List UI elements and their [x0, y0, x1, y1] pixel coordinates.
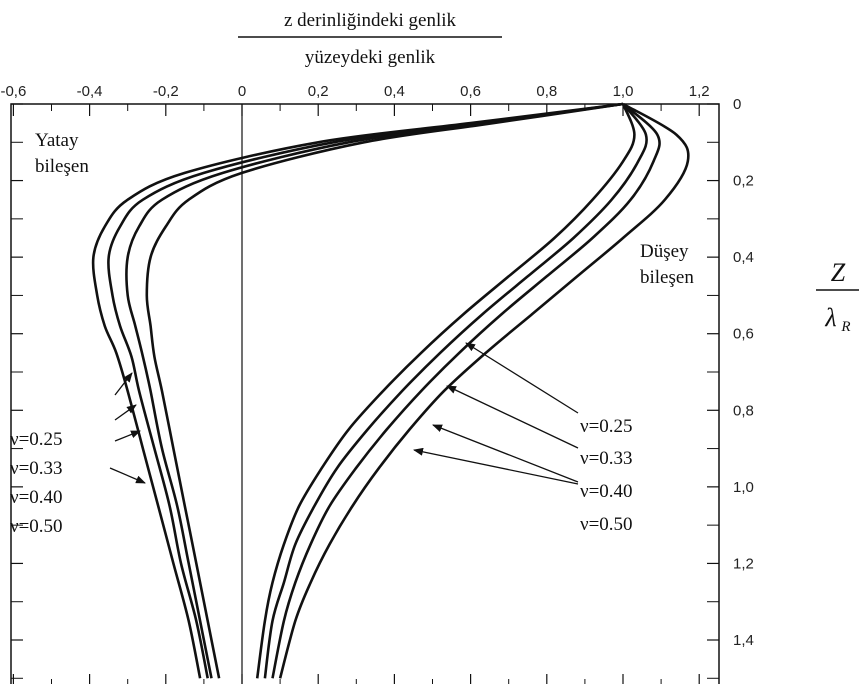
x-tick-label: 0,4 — [384, 83, 405, 100]
arrow-right-1 — [465, 342, 579, 414]
arrow-right-4 — [413, 447, 579, 485]
curves — [91, 102, 690, 679]
horizontal-component-label: Yatay — [35, 130, 79, 151]
x-tick-label: 0,2 — [308, 83, 329, 100]
arrow-right-3 — [432, 424, 579, 483]
arrow-right-2 — [446, 385, 579, 449]
y-tick-label: 0 — [733, 96, 741, 113]
y-tick-label: 0,4 — [733, 249, 754, 266]
plot-frame — [10, 103, 720, 687]
x-tick-label: -0,2 — [153, 83, 179, 100]
y-ticks: 0 0,2 0,4 0,6 0,8 1,0 1,2 1,4 — [11, 96, 754, 679]
title-numerator: z derinliğindeki genlik — [284, 10, 457, 31]
x-ticks: -0,6 -0,4 -0,2 0 0,2 0,4 0,6 0,8 1,0 1,2 — [0, 83, 710, 686]
y-tick-label: 0,2 — [733, 173, 754, 190]
vertical-curve-3 — [271, 103, 661, 679]
vertical-component-label-2: bileşen — [640, 267, 694, 288]
arrow-left-4 — [109, 467, 146, 484]
nu-left-4: ν=0.50 — [10, 516, 63, 537]
arrows — [109, 342, 579, 485]
x-tick-label: 0,6 — [460, 83, 481, 100]
x-tick-label: -0,4 — [77, 83, 103, 100]
y-tick-label: 1,0 — [733, 479, 754, 496]
horizontal-curve-3 — [125, 102, 624, 679]
y-tick-label: 1,2 — [733, 555, 754, 572]
nu-right-3: ν=0.40 — [580, 481, 633, 502]
y-tick-label: 0,8 — [733, 402, 754, 419]
x-tick-label: 0,8 — [536, 83, 557, 100]
nu-left-2: ν=0.33 — [10, 458, 63, 479]
ylabel-denominator: λ — [824, 303, 836, 332]
vertical-curve-1 — [255, 103, 636, 679]
nu-left-3: ν=0.40 — [10, 487, 63, 508]
nu-left-1: ν=0.25 — [10, 429, 63, 450]
arrow-left-2 — [114, 404, 137, 421]
x-tick-label: 1,2 — [689, 83, 710, 100]
vertical-curve-4 — [278, 102, 690, 679]
vertical-curve-2 — [263, 103, 648, 679]
y-tick-label: 0,6 — [733, 326, 754, 343]
horizontal-component-label-2: bileşen — [35, 156, 89, 177]
x-tick-label: 0 — [238, 83, 246, 100]
nu-right-1: ν=0.25 — [580, 416, 633, 437]
title-denominator: yüzeydeki genlik — [305, 47, 436, 68]
horizontal-curve-4 — [145, 102, 624, 679]
x-tick-label: 1,0 — [613, 83, 634, 100]
arrow-left-1 — [114, 372, 133, 396]
horizontal-curve-2 — [107, 102, 624, 679]
y-tick-label: 1,4 — [733, 632, 754, 649]
horizontal-curve-1 — [91, 102, 624, 679]
arrow-left-3 — [114, 430, 141, 442]
nu-right-2: ν=0.33 — [580, 448, 633, 469]
ylabel-numerator: Z — [831, 258, 846, 287]
vertical-component-label: Düşey — [640, 241, 689, 262]
x-tick-label: -0,6 — [0, 83, 26, 100]
ylabel-subscript: R — [840, 319, 850, 335]
nu-right-4: ν=0.50 — [580, 514, 633, 535]
